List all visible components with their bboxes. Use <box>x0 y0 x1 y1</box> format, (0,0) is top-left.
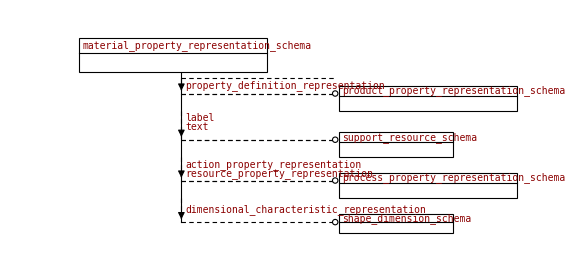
Text: process_property_representation_schema: process_property_representation_schema <box>342 172 565 183</box>
Text: property_definition_representation: property_definition_representation <box>185 80 385 90</box>
Text: dimensional_characteristic_representation: dimensional_characteristic_representatio… <box>185 204 426 215</box>
Text: label: label <box>185 113 215 123</box>
Bar <box>339 132 452 157</box>
Circle shape <box>332 91 338 96</box>
Circle shape <box>332 219 338 225</box>
Bar <box>79 38 266 72</box>
Circle shape <box>332 178 338 183</box>
Bar <box>339 86 517 111</box>
Text: shape_dimension_schema: shape_dimension_schema <box>342 213 471 223</box>
Text: product_property_representation_schema: product_property_representation_schema <box>342 85 565 96</box>
Text: support_resource_schema: support_resource_schema <box>342 132 477 143</box>
Bar <box>339 214 452 233</box>
Text: resource_property_representation: resource_property_representation <box>185 168 373 179</box>
Text: text: text <box>185 122 209 132</box>
Text: material_property_representation_schema: material_property_representation_schema <box>82 40 311 51</box>
Circle shape <box>332 137 338 142</box>
Text: action_property_representation: action_property_representation <box>185 159 361 170</box>
Bar <box>339 173 517 198</box>
